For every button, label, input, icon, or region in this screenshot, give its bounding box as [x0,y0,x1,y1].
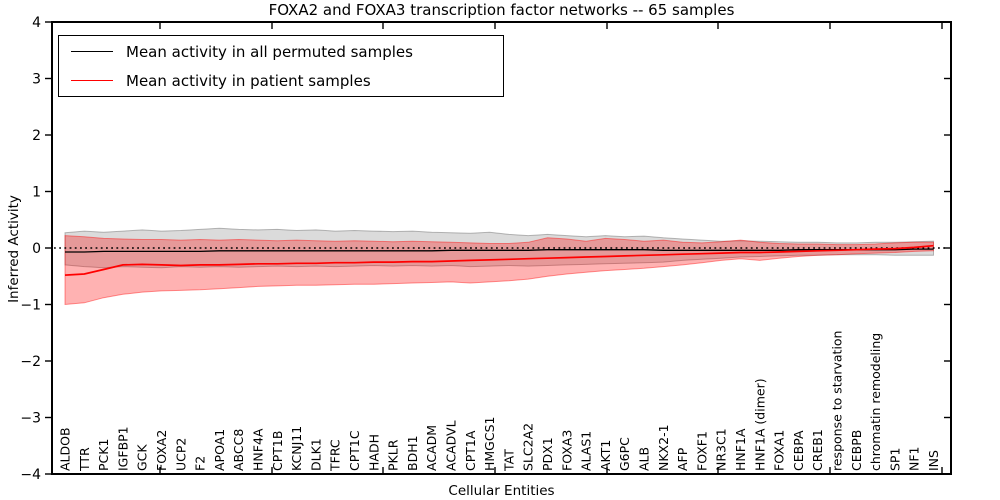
x-category-label: ALDOB [58,427,73,471]
x-category-label: CEBPA [791,430,806,471]
x-category-label: FOXA2 [154,430,169,471]
x-category-label: KCNJ11 [289,426,304,471]
x-category-label: HNF1A (dimer) [752,378,767,471]
x-category-label: AKT1 [598,440,613,471]
y-tick-label: 0 [32,241,41,257]
x-category-label: INS [926,450,941,471]
x-axis-label: Cellular Entities [448,483,555,499]
x-category-label: FOXA1 [772,430,787,471]
patient-line-swatch [71,80,113,81]
x-category-label: NF1 [907,447,922,472]
x-category-label: response to starvation [830,331,845,472]
x-category-label: TAT [501,449,516,472]
x-category-label: PDX1 [540,437,555,471]
legend: Mean activity in all permuted samples Me… [58,35,504,97]
x-category-label: HMGCS1 [482,417,497,472]
x-category-label: ACADVL [444,420,459,471]
x-category-label: BDH1 [405,435,420,471]
x-category-label: ALAS1 [579,431,594,471]
x-category-label: CEBPB [849,430,864,471]
x-category-label: CPT1B [270,431,285,471]
x-category-label: G6PC [617,437,632,471]
mean-permuted-line [65,248,934,253]
permuted-line-swatch [71,51,113,52]
permuted-band [64,227,934,269]
legend-entry-patient: Mean activity in patient samples [59,67,503,94]
x-category-label: APOA1 [212,429,227,471]
x-category-label: CREB1 [810,429,825,471]
x-category-label: ALB [637,447,652,471]
x-category-label: ACADM [424,425,439,471]
y-tick-label: 1 [32,185,41,201]
x-category-label: chromatin remodeling [868,333,883,471]
x-category-label: HNF1A [733,428,748,471]
x-category-label: SP1 [887,448,902,471]
x-category-label: TFRC [328,439,343,472]
x-category-label: FOXF1 [694,431,709,471]
x-category-label: SLC2A2 [521,423,536,471]
x-category-label: UCP2 [173,438,188,471]
chart-title: FOXA2 and FOXA3 transcription factor net… [268,1,735,19]
mean-patient-line [64,244,934,276]
x-category-label: FOXA3 [559,430,574,471]
legend-label-patient: Mean activity in patient samples [126,71,371,90]
x-category-label: ABCC8 [231,429,246,471]
x-category-label: IGFBP1 [115,426,130,471]
y-tick-label: −4 [20,467,41,483]
x-category-label: CPT1A [463,430,478,471]
y-tick-label: 4 [32,15,41,31]
x-category-label: DLK1 [308,438,323,471]
y-axis-label: Inferred Activity [6,195,22,303]
x-category-label: TTR [77,447,92,472]
x-category-label: PCK1 [96,439,111,471]
x-category-label: AFP [675,447,690,471]
y-tick-label: −2 [20,354,41,370]
x-category-label: CPT1C [347,430,362,471]
y-tick-label: 3 [32,72,41,88]
y-tick-label: 2 [32,128,41,144]
x-category-label: HNF4A [251,428,266,471]
x-category-label: GCK [135,444,150,471]
legend-entry-permuted: Mean activity in all permuted samples [59,38,503,65]
y-tick-label: −1 [20,298,41,314]
y-tick-label: −3 [20,411,41,427]
x-category-label: HADH [366,434,381,471]
x-category-label: NKX2-1 [656,424,671,471]
legend-label-permuted: Mean activity in all permuted samples [126,42,413,61]
patient-band [64,235,934,306]
x-category-label: F2 [193,456,208,471]
x-category-label: PKLR [386,439,401,471]
x-category-label: NR3C1 [714,428,729,471]
